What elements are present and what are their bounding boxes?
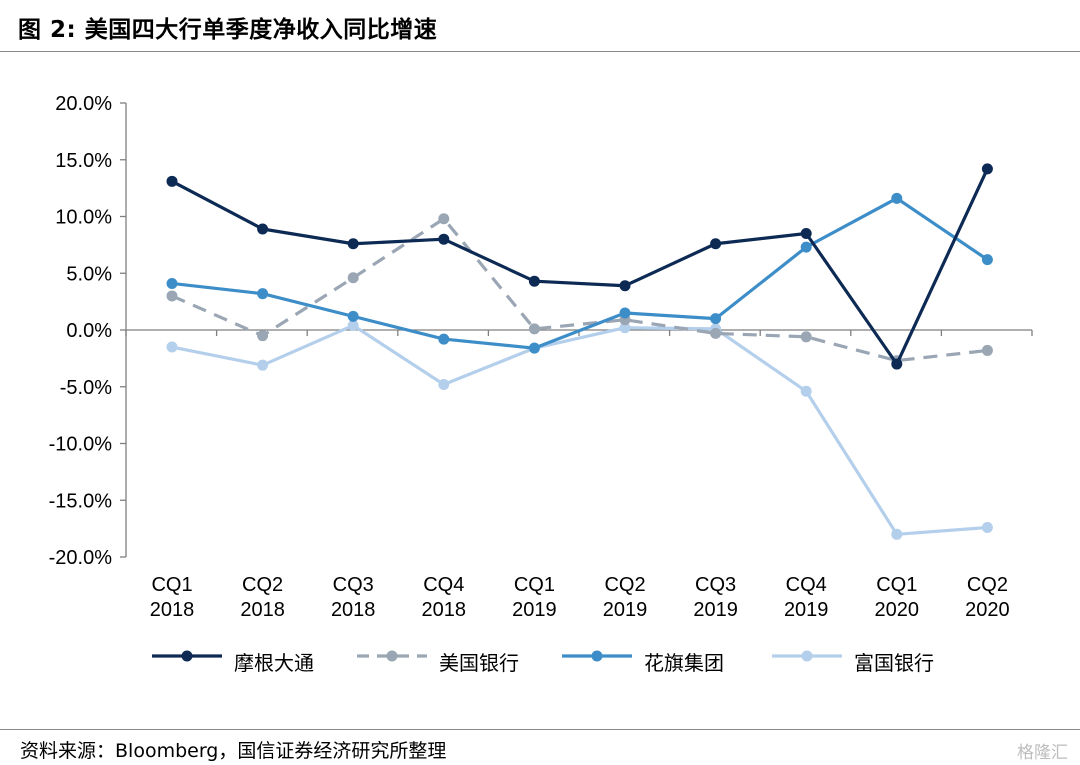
- y-tick-label: -5.0%: [60, 377, 112, 399]
- x-tick-label-year: 2019: [603, 599, 648, 621]
- x-tick-label-year: 2018: [150, 599, 195, 621]
- data-point: [981, 254, 993, 266]
- footer: 资料来源：Bloomberg，国信证券经济研究所整理 格隆汇: [0, 729, 1080, 765]
- data-point: [166, 175, 178, 187]
- x-tick-label-year: 2020: [875, 599, 920, 621]
- x-tick-label-quarter: CQ4: [423, 574, 464, 596]
- data-point: [619, 307, 631, 319]
- data-point: [347, 319, 359, 331]
- x-tick-label-quarter: CQ3: [333, 574, 374, 596]
- data-point: [166, 290, 178, 302]
- legend-swatch: [562, 650, 632, 662]
- data-point: [257, 330, 269, 342]
- x-tick-label-quarter: CQ2: [242, 574, 283, 596]
- legend: 摩根大通 美国银行 花旗集团 富国银行: [0, 640, 1080, 676]
- series-line-0: [171, 168, 989, 366]
- y-tick-label: -10.0%: [49, 434, 113, 456]
- title-bar: 图 2: 美国四大行单季度净收入同比增速: [0, 0, 1080, 52]
- data-point: [347, 238, 359, 250]
- x-tick-label-quarter: CQ1: [514, 574, 555, 596]
- data-point: [347, 272, 359, 284]
- x-tick-label-year: 2020: [965, 599, 1010, 621]
- data-point: [981, 163, 993, 175]
- data-point: [619, 322, 631, 334]
- data-point: [800, 385, 812, 397]
- data-point: [166, 341, 178, 353]
- data-point: [347, 310, 359, 322]
- data-point: [257, 359, 269, 371]
- legend-swatch: [357, 650, 427, 662]
- line-chart: 20.0% 15.0% 10.0% 5.0% 0.0% -5.0% -10.0% -15.0%…: [49, 93, 1033, 621]
- y-tick-label: 20.0%: [55, 93, 112, 115]
- data-point: [981, 521, 993, 533]
- x-tick-label-year: 2019: [512, 599, 557, 621]
- x-tick-label-year: 2019: [693, 599, 738, 621]
- x-tick-label-quarter: CQ1: [151, 574, 192, 596]
- data-point: [438, 378, 450, 390]
- data-point: [528, 323, 540, 335]
- x-tick-label-year: 2018: [331, 599, 376, 621]
- data-point: [257, 223, 269, 235]
- data-point: [619, 280, 631, 292]
- y-tick-label: -20.0%: [49, 547, 113, 569]
- x-tick-label-quarter: CQ2: [604, 574, 645, 596]
- legend-swatch: [772, 650, 842, 662]
- y-tick-label: 5.0%: [66, 263, 112, 285]
- data-point: [891, 528, 903, 540]
- legend-label: 摩根大通: [234, 651, 314, 675]
- data-point: [438, 233, 450, 245]
- legend-label: 富国银行: [854, 651, 934, 675]
- data-point: [800, 241, 812, 253]
- legend-label: 花旗集团: [644, 651, 724, 675]
- source-note: 资料来源：Bloomberg，国信证券经济研究所整理: [20, 740, 447, 762]
- data-point: [257, 288, 269, 300]
- x-tick-label-year: 2018: [422, 599, 467, 621]
- data-point: [800, 331, 812, 343]
- x-tick-label-quarter: CQ4: [786, 574, 827, 596]
- data-point: [891, 192, 903, 204]
- data-point: [710, 327, 722, 339]
- data-point: [981, 344, 993, 356]
- series-line-2: [171, 196, 989, 350]
- y-tick-label: 10.0%: [55, 207, 112, 229]
- y-tick-label: 0.0%: [66, 320, 112, 342]
- data-point: [528, 275, 540, 287]
- y-tick-label: -15.0%: [49, 490, 113, 512]
- data-point: [166, 277, 178, 289]
- x-tick-label-year: 2019: [784, 599, 829, 621]
- data-point: [800, 228, 812, 240]
- data-point: [891, 358, 903, 370]
- y-tick-label: 15.0%: [55, 150, 112, 172]
- data-point: [438, 333, 450, 345]
- x-tick-label-quarter: CQ3: [695, 574, 736, 596]
- x-tick-label-quarter: CQ2: [967, 574, 1008, 596]
- x-tick-label-quarter: CQ1: [876, 574, 917, 596]
- data-point: [528, 342, 540, 354]
- watermark-logo: 格隆汇: [1017, 743, 1068, 763]
- chart-title: 图 2: 美国四大行单季度净收入同比增速: [18, 17, 438, 43]
- data-point: [710, 313, 722, 325]
- plot-panel: 20.0% 15.0% 10.0% 5.0% 0.0% -5.0% -10.0% -15.0%…: [22, 66, 1060, 696]
- data-point: [710, 238, 722, 250]
- series-line-3: [171, 323, 988, 536]
- x-tick-label-year: 2018: [240, 599, 285, 621]
- data-point: [438, 213, 450, 225]
- legend-label: 美国银行: [439, 651, 519, 675]
- legend-swatch: [152, 650, 222, 662]
